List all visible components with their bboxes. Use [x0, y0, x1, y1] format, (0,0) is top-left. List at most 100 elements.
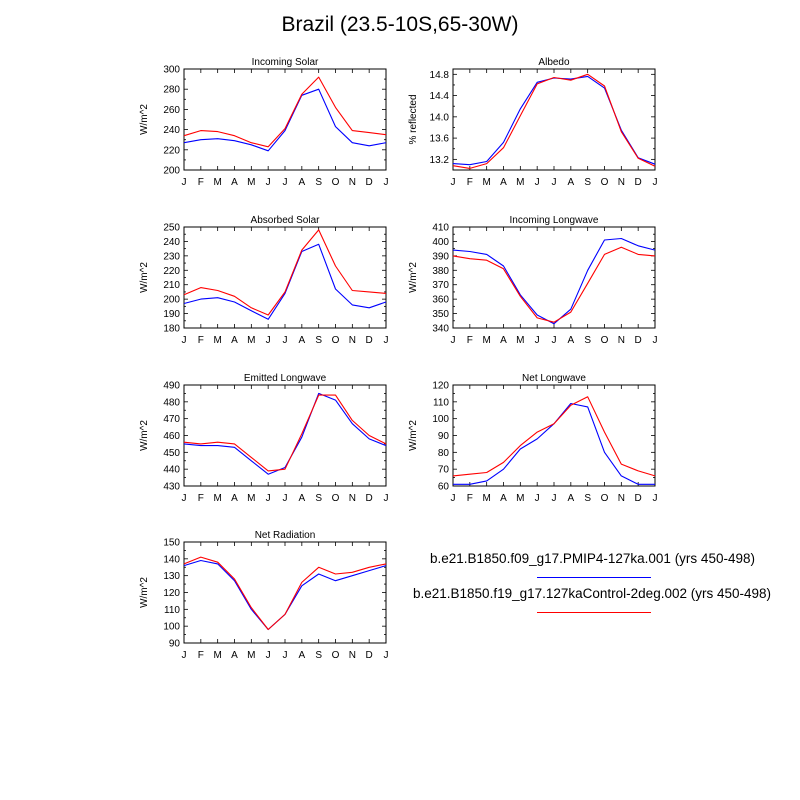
- x-tick-label: M: [247, 335, 255, 346]
- y-tick-label: 110: [164, 605, 180, 616]
- y-axis-label: W/m^2: [139, 577, 150, 608]
- x-tick-label: A: [567, 177, 574, 188]
- x-tick-label: D: [366, 335, 373, 346]
- x-tick-label: O: [332, 335, 340, 346]
- y-tick-label: 400: [432, 237, 449, 248]
- x-tick-label: J: [384, 493, 389, 504]
- panel-title: Net Radiation: [255, 530, 316, 541]
- plot-frame: [183, 226, 387, 329]
- series-line-control: [183, 556, 387, 631]
- x-tick-label: N: [349, 335, 356, 346]
- x-tick-label: O: [601, 493, 609, 504]
- series-line-pmip4: [453, 402, 655, 485]
- x-tick-label: J: [552, 177, 557, 188]
- plot-frame: [183, 384, 387, 487]
- plot-frame: [452, 226, 656, 329]
- x-tick-label: A: [500, 493, 507, 504]
- y-tick-label: 240: [163, 237, 180, 248]
- series-line-pmip4: [183, 88, 387, 152]
- y-tick-label: 80: [438, 448, 450, 459]
- x-tick-label: J: [552, 335, 557, 346]
- x-tick-label: N: [618, 335, 625, 346]
- series-line-pmip4: [452, 75, 656, 166]
- plot-frame: [452, 384, 656, 487]
- x-tick-label: N: [349, 650, 356, 661]
- legend-label-control: b.e21.B1850.f19_g17.127kaControl-2deg.00…: [413, 586, 772, 601]
- x-tick-label: N: [618, 493, 625, 504]
- x-tick-label: J: [266, 650, 271, 661]
- x-tick-label: S: [584, 493, 591, 504]
- y-tick-label: 340: [432, 324, 449, 335]
- figure-title: Brazil (23.5-10S,65-30W): [281, 13, 519, 36]
- legend-label-pmip4: b.e21.B1850.f09_g17.PMIP4-127ka.001 (yrs…: [430, 551, 755, 566]
- panel-absorbed-solar: Absorbed Solar W/m^2 180 190 200 210 220 230 240…: [139, 215, 389, 346]
- y-tick-label: 390: [432, 251, 449, 262]
- x-tick-label: J: [535, 493, 540, 504]
- y-tick-label: 200: [163, 295, 180, 306]
- series-line-control: [183, 229, 387, 316]
- panel-title: Emitted Longwave: [244, 373, 327, 384]
- y-tick-label: 430: [163, 482, 180, 493]
- y-tick-label: 460: [163, 431, 180, 442]
- y-tick-label: 14.4: [430, 91, 450, 102]
- y-axis-label: % reflected: [408, 94, 419, 144]
- y-tick-label: 490: [163, 381, 180, 392]
- x-tick-label: M: [247, 493, 255, 504]
- x-tick-label: A: [231, 177, 238, 188]
- x-tick-label: J: [384, 177, 389, 188]
- x-tick-label: M: [516, 493, 524, 504]
- y-tick-label: 450: [163, 448, 180, 459]
- y-tick-label: 230: [163, 251, 180, 262]
- x-tick-label: A: [500, 177, 507, 188]
- y-axis-label: W/m^2: [408, 420, 419, 451]
- x-tick-label: M: [247, 650, 255, 661]
- y-tick-label: 210: [163, 280, 180, 291]
- x-tick-label: J: [283, 177, 288, 188]
- plot-frame: [183, 68, 387, 171]
- x-tick-label: J: [451, 493, 456, 504]
- y-tick-label: 120: [163, 588, 180, 599]
- y-tick-label: 14.0: [430, 112, 450, 123]
- y-axis-label: W/m^2: [139, 104, 150, 135]
- x-tick-label: J: [653, 177, 658, 188]
- y-tick-label: 13.6: [430, 134, 450, 145]
- x-tick-label: A: [500, 335, 507, 346]
- x-tick-label: A: [298, 335, 305, 346]
- x-tick-label: N: [349, 493, 356, 504]
- series-line-pmip4: [183, 243, 387, 320]
- y-tick-label: 120: [432, 381, 449, 392]
- y-tick-label: 380: [432, 266, 449, 277]
- panel-title: Absorbed Solar: [251, 215, 321, 226]
- series-line-control: [452, 396, 656, 477]
- x-tick-label: M: [516, 335, 524, 346]
- y-tick-label: 90: [438, 431, 450, 442]
- x-tick-label: F: [198, 493, 204, 504]
- x-tick-label: F: [467, 335, 473, 346]
- x-tick-label: J: [535, 177, 540, 188]
- x-tick-label: J: [384, 650, 389, 661]
- y-tick-label: 300: [163, 65, 180, 76]
- x-tick-label: N: [349, 177, 356, 188]
- x-tick-label: S: [315, 650, 322, 661]
- x-tick-label: D: [635, 177, 642, 188]
- y-tick-label: 440: [163, 465, 180, 476]
- panel-title: Incoming Solar: [252, 57, 319, 68]
- x-tick-label: M: [482, 177, 490, 188]
- y-tick-label: 13.2: [430, 155, 450, 166]
- x-tick-label: J: [182, 177, 187, 188]
- legend-swatch-pmip4: [537, 577, 651, 578]
- y-tick-label: 14.8: [430, 70, 450, 81]
- x-tick-label: F: [467, 177, 473, 188]
- x-tick-label: M: [213, 335, 221, 346]
- x-tick-label: M: [213, 650, 221, 661]
- y-tick-label: 190: [163, 309, 180, 320]
- y-axis-label: W/m^2: [139, 262, 150, 293]
- x-tick-label: J: [283, 335, 288, 346]
- x-tick-label: D: [366, 493, 373, 504]
- x-tick-label: J: [266, 177, 271, 188]
- x-tick-label: A: [567, 493, 574, 504]
